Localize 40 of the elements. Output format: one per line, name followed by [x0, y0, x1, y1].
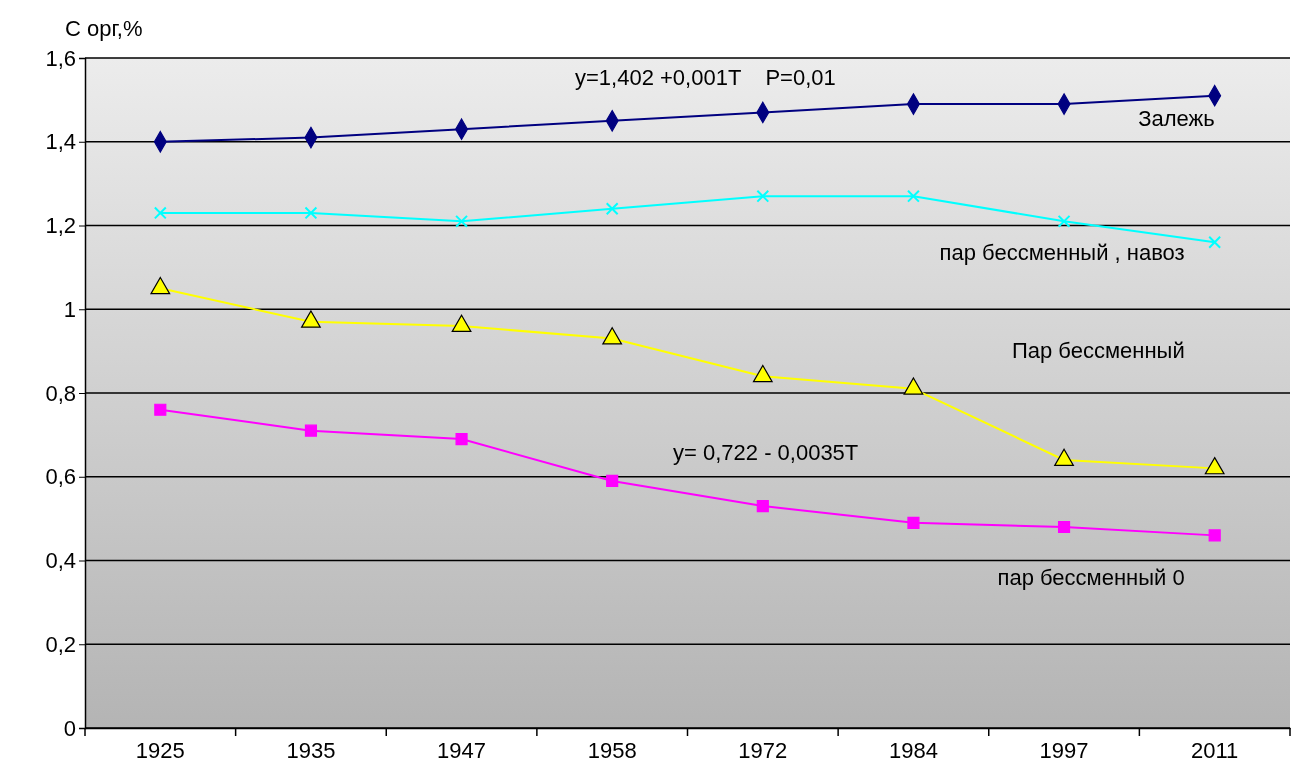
- series-label: Залежь: [1138, 105, 1215, 131]
- x-tick-label: 1972: [738, 737, 788, 763]
- x-tick-label: 1925: [135, 737, 185, 763]
- point: [1057, 520, 1071, 534]
- text: Пар бессменный: [1011, 338, 1185, 364]
- point: [756, 499, 769, 513]
- x-tick-label: 1958: [587, 737, 637, 763]
- y-axis-title: С орг,%: [65, 16, 143, 41]
- point: [1208, 235, 1222, 249]
- y-tick-label: 0: [63, 715, 76, 741]
- annotation: y=1,402 +0,001T P=0,01: [575, 65, 836, 90]
- x-tick-label: 2011: [1191, 737, 1239, 763]
- y-tick-label: 1,6: [45, 45, 76, 71]
- point: [756, 189, 770, 203]
- point: [907, 516, 920, 529]
- series-label: пар бессменный , навоз: [939, 240, 1185, 266]
- x-tick-label: 1947: [437, 737, 487, 763]
- y-tick-label: 0,2: [45, 631, 76, 657]
- series-label: пар бессменный 0: [997, 565, 1185, 591]
- x-tick-label: 1935: [286, 737, 336, 763]
- point: [153, 206, 167, 220]
- point: [906, 189, 920, 203]
- point: [455, 432, 468, 446]
- y-tick-label: 0,8: [45, 380, 76, 406]
- x-tick-label: 1997: [1039, 737, 1089, 763]
- point: [455, 214, 469, 228]
- point: [1208, 529, 1221, 542]
- y-tick-label: 0,4: [45, 548, 76, 574]
- point: [304, 424, 318, 437]
- y-tick-label: 1: [63, 296, 76, 322]
- y-tick-label: 0,6: [45, 464, 76, 490]
- point: [304, 206, 318, 220]
- point: [606, 474, 619, 488]
- point: [1057, 214, 1071, 228]
- x-tick-label: 1984: [888, 737, 938, 763]
- point: [154, 403, 167, 416]
- annotation: y= 0,722 - 0,0035T: [673, 440, 859, 465]
- point: [605, 202, 619, 216]
- y-tick-label: 1,4: [45, 129, 76, 155]
- y-tick-label: 1,2: [45, 213, 76, 239]
